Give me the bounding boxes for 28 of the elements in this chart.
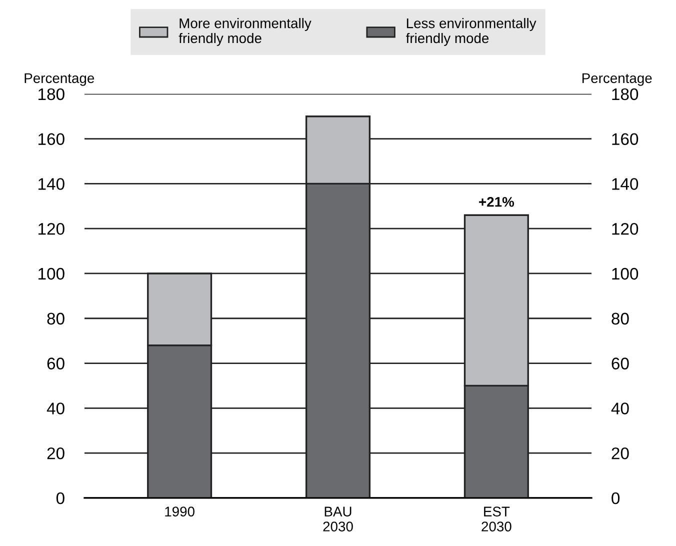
y2-tick-label: 60: [612, 358, 629, 370]
y-tick-label: 180: [38, 88, 64, 100]
y2-tick-label: 180: [612, 88, 638, 100]
y2-tick-label: 40: [611, 402, 629, 414]
y2-tick-label: 100: [612, 268, 638, 280]
y-tick-label: 60: [47, 358, 64, 370]
y2-tick-label: 20: [612, 447, 629, 460]
legend-label: More environmentally friendly mode: [178, 18, 312, 46]
y-tick-label: 120: [38, 222, 64, 235]
y2-tick-label: 160: [612, 133, 638, 146]
y-tick-label: 40: [46, 402, 64, 414]
y2-tick-label: 80: [612, 312, 629, 325]
annotation: +21%: [479, 196, 514, 207]
y2-tick-label: 120: [612, 222, 638, 235]
y-tick-label: 20: [47, 447, 64, 460]
y-tick-label: 0: [56, 492, 64, 504]
x-tick-label: BAU 2030: [323, 506, 353, 532]
y-tick-label: 80: [47, 312, 64, 325]
y-tick-label: 100: [38, 268, 64, 280]
y-tick-label: 160: [38, 133, 64, 146]
x-tick-label: 1990: [165, 506, 194, 516]
y-tick-label: 140: [38, 178, 64, 190]
y2-tick-label: 0: [612, 492, 620, 504]
y2-tick-label: 140: [612, 178, 638, 190]
x-tick-label: EST 2030: [482, 506, 512, 532]
legend-label: Less environmentally friendly mode: [406, 18, 536, 46]
y-axis-title: Percentage: [24, 73, 94, 86]
y2-axis-title: Percentage: [582, 73, 652, 86]
